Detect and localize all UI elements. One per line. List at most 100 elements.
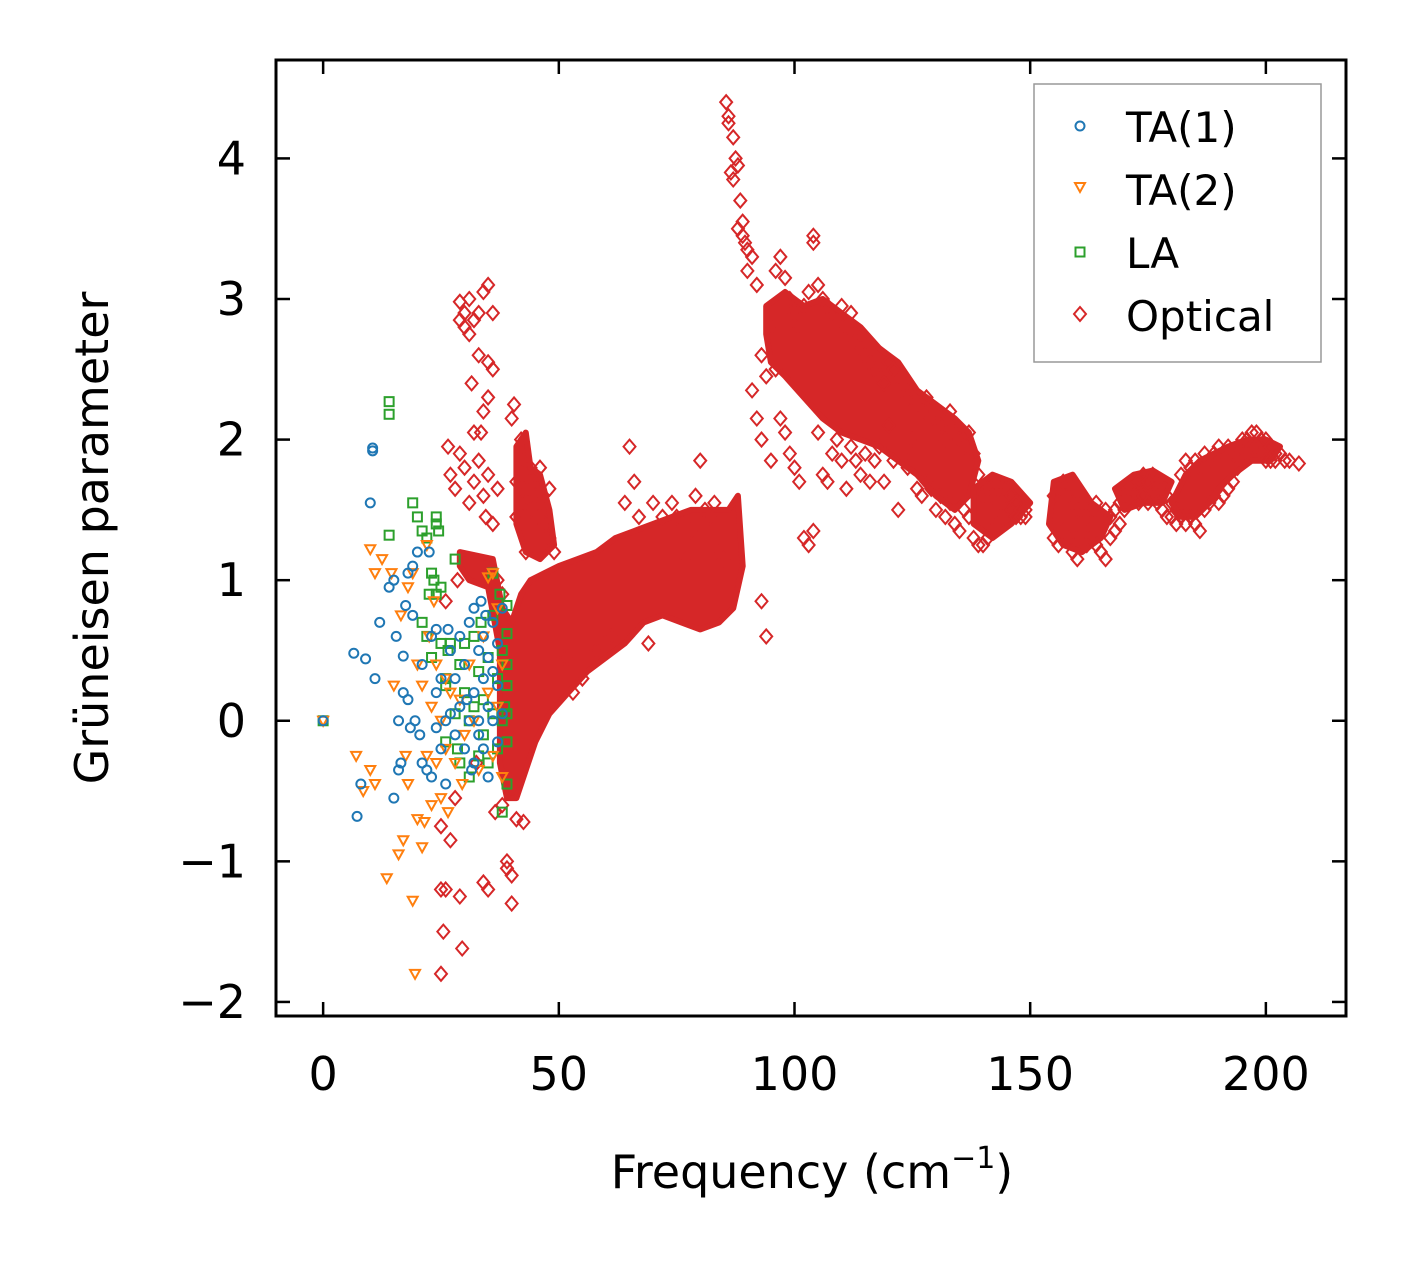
data-point [440,438,456,456]
data-point [447,789,463,807]
x-tick-label: 200 [1222,1047,1310,1101]
data-point [834,297,849,315]
data-point [504,866,520,884]
data-point [1244,438,1260,456]
data-point [806,522,821,540]
data-point [509,473,524,491]
data-point [971,536,986,554]
data-point [725,170,741,189]
data-point [414,729,426,741]
data-point [853,325,868,343]
y-tick-label: −1 [178,834,246,888]
data-point [441,807,455,820]
data-point [461,694,473,706]
data-point [1074,522,1090,540]
data-point [363,544,377,557]
data-point [728,149,743,167]
data-point [463,771,475,783]
data-point [471,304,487,322]
data-point [461,494,477,512]
data-point [768,360,783,378]
data-point [402,694,414,706]
legend-entry-ta1: TA(1) [1074,103,1237,152]
data-point [407,609,419,621]
data-point [1055,473,1071,491]
data-point [360,653,372,665]
data-points-layer [316,93,1307,983]
data-point [546,543,562,561]
data-point [480,276,496,294]
data-point [468,687,480,699]
data-point [702,508,717,526]
data-point [829,431,845,449]
data-point [938,508,953,526]
data-point [509,508,524,526]
data-point [480,880,496,899]
data-point [401,779,415,792]
data-point [348,647,360,659]
data-point [452,887,468,906]
data-point [1112,515,1128,533]
data-point [492,637,504,649]
x-axis-title-superscript: −1 [951,1141,995,1176]
data-point [388,792,400,804]
data-point [683,522,699,540]
data-point [411,511,423,523]
data-point [466,473,482,491]
data-point [430,687,442,699]
data-point [1282,452,1297,470]
data-point [450,571,465,589]
data-point [349,750,363,763]
data-point [467,715,481,728]
data-point [730,156,746,174]
data-point [364,497,376,509]
data-point [749,409,765,428]
data-point [961,508,977,526]
data-point [462,659,476,672]
data-point [725,128,741,146]
data-point [1074,494,1090,512]
data-point [449,673,461,685]
data-point [367,445,379,457]
data-point [490,480,505,498]
data-point [895,374,911,392]
series-ta-1- [317,442,508,822]
data-point [829,311,845,329]
data-point [518,480,534,498]
data-point [501,708,513,720]
data-point [438,673,453,686]
data-point [787,304,802,322]
data-point [1173,466,1189,484]
data-point [506,395,522,413]
data-point [1258,452,1274,470]
data-point [492,680,504,692]
data-point [810,424,826,442]
data-point [806,234,821,252]
data-point [1018,508,1033,526]
data-point [454,659,466,671]
data-point [351,810,363,822]
series-optical [433,93,1307,983]
data-point [839,480,854,498]
data-point [487,616,499,628]
data-point [518,543,534,561]
data-point [390,630,402,642]
data-point [664,494,680,512]
data-point [473,715,485,727]
data-point [416,659,428,671]
data-point [468,602,480,614]
data-point [956,438,972,456]
data-point [999,501,1014,519]
data-point [933,487,948,505]
data-point [914,402,930,421]
data-point [754,346,769,364]
data-point [1098,550,1113,568]
data-point [971,466,986,484]
data-point [938,431,953,449]
legend-marker-triangle [1073,182,1087,195]
data-point [444,644,456,656]
data-point [449,553,461,565]
data-point [495,772,509,785]
data-point [542,480,557,498]
data-point [468,701,480,713]
